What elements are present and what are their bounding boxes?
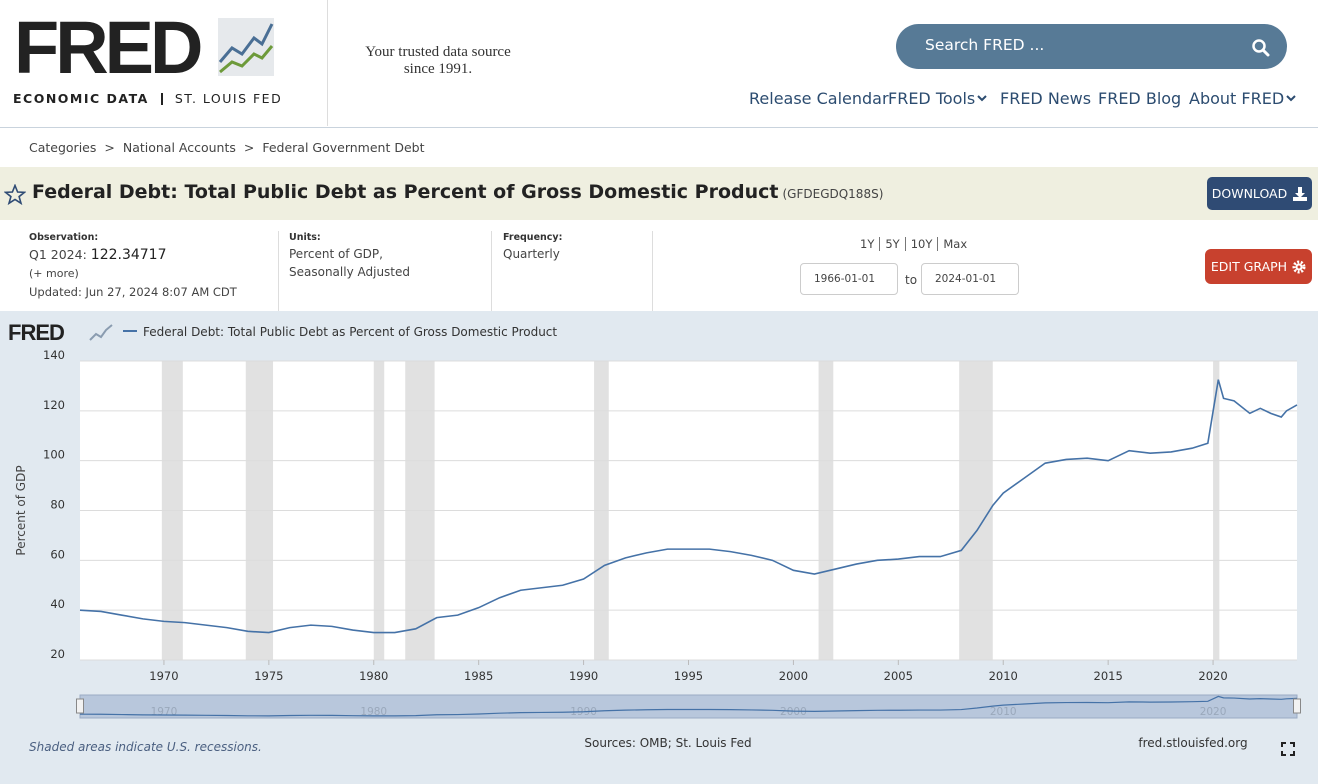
- divider: [652, 231, 653, 311]
- series-code: (GFDEGDQ188S): [782, 187, 884, 201]
- range-button[interactable]: 10Y: [904, 237, 932, 251]
- logo-graphic: [218, 18, 274, 76]
- navigator-handle[interactable]: [1293, 698, 1301, 714]
- y-tick-label: 20: [50, 647, 65, 661]
- range-buttons: 1Y 5Y 10Y Max: [860, 237, 967, 251]
- x-tick-label: 1975: [254, 669, 283, 683]
- start-date-input[interactable]: 1966-01-01: [800, 263, 898, 295]
- breadcrumb-separator: >: [243, 140, 255, 155]
- breadcrumb-link[interactable]: National Accounts: [122, 140, 236, 155]
- navigator-line: [79, 695, 1298, 717]
- date-to: to: [905, 273, 918, 287]
- y-tick-label: 40: [50, 597, 65, 611]
- tagline: Your trusted data source since 1991.: [365, 44, 511, 77]
- breadcrumb-link[interactable]: Federal Government Debt: [262, 140, 425, 155]
- nav-link[interactable]: About FRED: [1189, 89, 1285, 108]
- site: fred.stlouisfed.org: [1138, 736, 1247, 750]
- download-button[interactable]: DOWNLOAD: [1207, 177, 1312, 210]
- navigator-handle[interactable]: [76, 698, 84, 714]
- navigator-tick-label: 2020: [1200, 706, 1227, 718]
- series-title-text: Federal Debt: Total Public Debt as Perce…: [32, 181, 779, 203]
- favorite-star[interactable]: [4, 184, 26, 205]
- y-tick-label: 80: [50, 498, 65, 512]
- logo-sub-right: ST. LOUIS FED: [174, 91, 283, 106]
- series-line: [79, 379, 1298, 634]
- y-axis-label: Percent of GDP: [14, 465, 28, 555]
- observation-period: Q1 2024:: [29, 247, 87, 262]
- edit-graph-button[interactable]: EDIT GRAPH: [1205, 249, 1312, 284]
- nav-link[interactable]: FRED News: [1000, 89, 1092, 108]
- legend-logo: FRED: [8, 320, 64, 345]
- edit-graph-label: EDIT GRAPH: [1210, 259, 1288, 274]
- legend-logo-graphic: [89, 324, 113, 341]
- x-tick-label: 2005: [884, 669, 913, 683]
- updated: Updated: Jun 27, 2024 8:07 AM CDT: [29, 285, 237, 299]
- frequency: Quarterly: [503, 247, 560, 261]
- units-line: Seasonally Adjusted: [289, 265, 411, 279]
- frequency-label: Frequency:: [503, 232, 563, 243]
- divider: [327, 0, 328, 126]
- end-date-input[interactable]: 2024-01-01: [921, 263, 1019, 295]
- y-tick-label: 120: [43, 398, 65, 412]
- search-placeholder: Search FRED ...: [925, 36, 1045, 54]
- observation-value: 122.34717: [90, 247, 167, 263]
- download-icon: [1293, 186, 1308, 201]
- x-tick-label: 2020: [1198, 669, 1227, 683]
- units-line: Percent of GDP,: [289, 247, 383, 261]
- x-tick-label: 2015: [1094, 669, 1123, 683]
- nav-dropdown[interactable]: About FRED: [1189, 89, 1298, 108]
- observation-label: Observation:: [29, 232, 99, 243]
- navigator-tick-label: 1970: [151, 706, 178, 718]
- navigator-tick-label: 1980: [360, 706, 387, 718]
- gear-icon: [1292, 260, 1306, 273]
- navigator-tick-label: 2010: [990, 706, 1017, 718]
- divider: [0, 127, 1318, 128]
- y-tick-label: 100: [43, 448, 65, 462]
- x-tick-label: 1980: [359, 669, 388, 683]
- navigator: [79, 694, 1298, 719]
- sources: Sources: OMB; St. Louis Fed: [584, 736, 751, 750]
- more-link[interactable]: (+ more): [29, 267, 79, 280]
- range-button[interactable]: Max: [937, 237, 967, 251]
- nav-dropdown[interactable]: FRED Tools: [888, 89, 989, 108]
- observation: Q1 2024: 122.34717: [29, 246, 167, 264]
- range-button[interactable]: 1Y: [860, 237, 875, 251]
- nav-link[interactable]: Release Calendar: [749, 89, 889, 108]
- logo-subtitle: ECONOMIC DATA ST. LOUIS FED: [13, 91, 282, 106]
- search-icon[interactable]: [1252, 39, 1270, 57]
- navigator-tick-label: 2000: [780, 706, 807, 718]
- y-tick-label: 60: [50, 547, 65, 561]
- chevron: [1286, 94, 1296, 101]
- divider: [491, 231, 492, 311]
- fred-logo[interactable]: FRED: [14, 6, 203, 89]
- divider: [278, 231, 279, 311]
- units-label: Units:: [289, 232, 321, 243]
- download-label: DOWNLOAD: [1211, 186, 1288, 201]
- search-box[interactable]: Search FRED ...: [896, 24, 1287, 69]
- nav-link[interactable]: FRED Tools: [888, 89, 976, 108]
- y-tick-label: 140: [43, 348, 65, 362]
- series-title: Federal Debt: Total Public Debt as Perce…: [32, 181, 883, 203]
- footnote: Shaded areas indicate U.S. recessions.: [29, 740, 262, 754]
- fullscreen-icon[interactable]: [1281, 742, 1295, 756]
- breadcrumb-link[interactable]: Categories: [29, 140, 97, 155]
- breadcrumb-separator: >: [104, 140, 115, 155]
- legend-label: Federal Debt: Total Public Debt as Perce…: [143, 325, 557, 339]
- chevron: [977, 94, 987, 101]
- x-tick-label: 1970: [149, 669, 178, 683]
- separator: [160, 92, 163, 105]
- x-tick-label: 2000: [779, 669, 808, 683]
- nav-link[interactable]: FRED Blog: [1098, 89, 1182, 108]
- range-button[interactable]: 5Y: [879, 237, 900, 251]
- logo-sub-left: ECONOMIC DATA: [13, 91, 149, 106]
- x-tick-label: 1985: [464, 669, 493, 683]
- units: Percent of GDP, Seasonally Adjusted: [289, 245, 410, 281]
- x-tick-label: 1990: [569, 669, 598, 683]
- chart: FRED Federal Debt: Total Public Debt as P…: [8, 320, 1301, 756]
- title-band: [0, 167, 1318, 220]
- x-tick-label: 2010: [989, 669, 1018, 683]
- breadcrumb: Categories > National Accounts > Federal…: [29, 140, 429, 155]
- x-tick-label: 1995: [674, 669, 703, 683]
